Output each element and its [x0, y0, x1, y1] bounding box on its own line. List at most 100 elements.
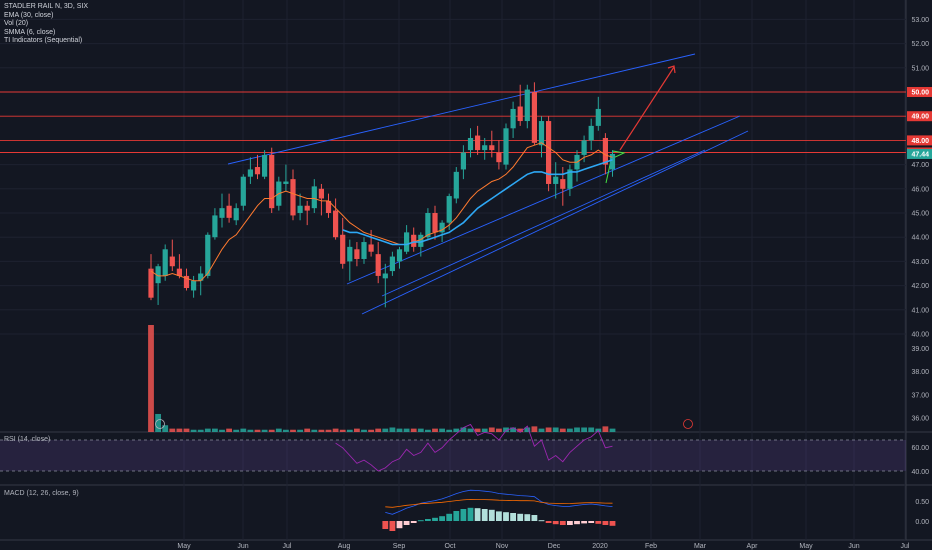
- macd-histogram-bar: [410, 521, 417, 523]
- candle-body: [191, 280, 197, 291]
- price-tick-label: 51.00: [911, 65, 929, 72]
- macd-histogram-bar: [432, 517, 438, 521]
- legend-smma: SMMA (6, close): [4, 28, 56, 36]
- candle-body: [226, 205, 232, 218]
- volume-bar: [297, 429, 303, 432]
- candle-body: [155, 266, 161, 284]
- candle-body: [517, 106, 523, 122]
- level-badge: [907, 111, 932, 122]
- projection-arrow-line: [619, 66, 675, 151]
- price-tick-label: 45.00: [911, 211, 929, 218]
- channel-trend-line: [346, 115, 741, 285]
- projection-arrow-head: [667, 65, 676, 74]
- time-tick-label: Mar: [694, 543, 707, 550]
- candle-body: [418, 234, 424, 247]
- time-tick-label: Dec: [548, 543, 561, 550]
- candle-body: [169, 256, 175, 267]
- macd-histogram-bar: [389, 521, 396, 531]
- volume-bar: [503, 427, 509, 432]
- volume-bar: [425, 429, 431, 432]
- candle-body: [567, 169, 573, 189]
- candle-body: [375, 254, 381, 276]
- candle-body: [318, 188, 324, 199]
- last-price-badge: [907, 148, 932, 159]
- volume-bar: [325, 429, 332, 432]
- volume-bar: [481, 428, 488, 432]
- level-badge: [907, 135, 932, 146]
- macd-histogram-bar: [595, 521, 602, 524]
- candle-body: [588, 125, 594, 141]
- candle-body: [496, 152, 502, 163]
- volume-bar: [311, 429, 318, 432]
- macd-histogram-bar: [545, 521, 552, 523]
- candle-body: [247, 169, 253, 177]
- candle-body: [290, 179, 296, 216]
- rsi-band: [0, 440, 906, 471]
- candle-body: [503, 128, 509, 165]
- volume-bar: [609, 428, 616, 432]
- time-tick-label: May: [799, 543, 813, 550]
- rsi-line: [335, 423, 613, 472]
- volume-bar: [403, 428, 410, 432]
- macd-histogram-bar: [559, 521, 566, 525]
- candle-body: [453, 171, 459, 199]
- candle-body: [510, 108, 516, 129]
- candle-body: [467, 137, 474, 151]
- candle-body: [176, 268, 182, 276]
- macd-line: [385, 489, 613, 515]
- macd-histogram-bar: [496, 511, 502, 521]
- volume-bar: [290, 429, 296, 432]
- event-marker-icon: [683, 419, 693, 429]
- channel-trend-line: [361, 130, 749, 315]
- candle-body: [233, 208, 239, 221]
- macd-histogram-bar: [453, 511, 460, 521]
- price-tick-label: 36.00: [911, 416, 929, 423]
- volume-bar: [247, 429, 254, 432]
- rsi-tick-label: 60.00: [911, 445, 929, 452]
- price-tick-label: 43.00: [911, 259, 929, 266]
- time-tick-label: May: [177, 543, 191, 550]
- macd-histogram-bar: [474, 508, 481, 521]
- macd-histogram-bar: [574, 521, 580, 525]
- time-tick-label: Jun: [848, 543, 859, 550]
- event-marker-icon: [155, 419, 165, 429]
- volume-bar: [538, 428, 545, 432]
- volume-bar: [354, 428, 360, 432]
- volume-bar: [524, 427, 531, 432]
- macd-histogram-bar: [538, 520, 545, 522]
- macd-histogram-bar: [531, 515, 538, 521]
- volume-bar: [417, 428, 424, 432]
- volume-bar: [204, 428, 211, 432]
- price-tick-label: 42.00: [911, 283, 929, 290]
- time-tick-label: Apr: [747, 543, 759, 550]
- volume-bar: [268, 429, 275, 432]
- rsi-tick-label: 40.00: [911, 469, 929, 476]
- ema-30-line: [150, 142, 613, 282]
- candle-body: [304, 205, 310, 211]
- macd-tick-label: 0.50: [915, 499, 929, 506]
- volume-bar: [552, 427, 559, 432]
- macd-histogram-bar: [460, 509, 467, 521]
- macd-histogram-bar: [588, 521, 595, 523]
- candle-body: [325, 200, 332, 213]
- volume-bar: [531, 426, 538, 432]
- volume-bar: [155, 413, 161, 432]
- volume-bar: [254, 429, 261, 432]
- candle-body: [482, 145, 488, 151]
- volume-bar: [318, 429, 325, 432]
- volume-bar: [339, 429, 346, 432]
- candle-body: [460, 152, 466, 170]
- candle-body: [205, 234, 211, 276]
- volume-bar: [190, 429, 197, 432]
- candle-body: [254, 167, 261, 175]
- channel-trend-line: [227, 53, 696, 165]
- candle-body: [546, 121, 552, 184]
- legend-vol: Vol (20): [4, 20, 29, 28]
- candle-body: [240, 176, 246, 206]
- macd-histogram-bar: [510, 513, 516, 521]
- volume-bar: [588, 427, 595, 432]
- macd-histogram-bar: [517, 513, 524, 521]
- candle-body: [538, 121, 545, 146]
- price-tick-label: 39.00: [911, 346, 929, 353]
